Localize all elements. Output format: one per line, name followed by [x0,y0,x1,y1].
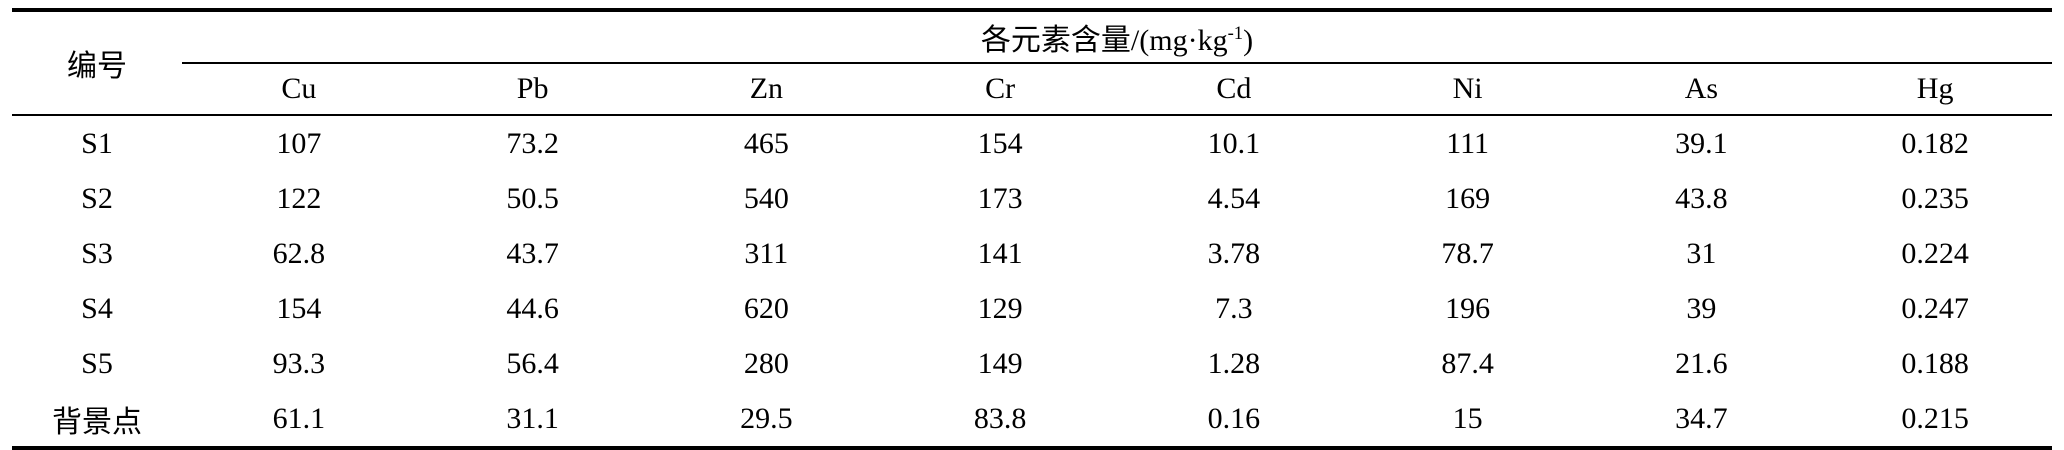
group-column-header: 各元素含量/(mg·kg-1) [182,10,2052,64]
column-header-cr: Cr [883,63,1117,116]
value-cell: 122 [276,181,322,215]
value-cell: 0.188 [1901,346,1969,380]
value-cell: 93.3 [272,346,326,380]
value-cell: 129 [977,291,1023,325]
value-cell: 87.4 [1441,346,1494,380]
column-header-cd: Cd [1117,63,1351,116]
id-column-header: 编号 [12,10,182,116]
value-cell: 39.1 [1675,126,1728,160]
value-cell: 0.247 [1901,291,1969,325]
value-cell: 141 [977,236,1023,270]
table-row-background-point: 背景点 61.1 31.1 29.5 83.8 0.16 15 34.7 0.2… [12,391,2052,448]
value-cell: 107 [276,126,322,160]
group-header-suffix: ) [1243,24,1254,57]
value-cell: 465 [743,126,789,160]
row-id-cell: S3 [81,236,113,270]
value-cell: 73.2 [506,126,559,160]
value-cell: 4.54 [1207,181,1261,215]
value-cell: 10.1 [1207,126,1261,160]
table-row-s3: S3 62.8 43.7 311 141 3.78 78.7 31 0.224 [12,226,2052,281]
id-header-label: 编号 [67,50,127,83]
table-row-s5: S5 93.3 56.4 280 149 1.28 87.4 21.6 0.18… [12,336,2052,391]
value-cell: 31.1 [506,401,559,435]
value-cell: 62.8 [272,236,326,270]
element-content-table: 编号 各元素含量/(mg·kg-1) Cu Pb Zn Cr Cd Ni As … [12,8,2052,450]
value-cell: 1.28 [1207,346,1261,380]
value-cell: 61.1 [272,401,326,435]
column-header-hg: Hg [1818,63,2052,116]
value-cell: 15 [1452,401,1483,435]
value-cell: 154 [977,126,1023,160]
value-cell: 83.8 [973,401,1027,435]
column-header-ni: Ni [1350,63,1585,116]
value-cell: 44.6 [506,291,559,325]
value-cell: 620 [743,291,789,325]
value-cell: 154 [276,291,322,325]
row-id-cell: S2 [81,181,113,215]
column-header-as: As [1584,63,1819,116]
value-cell: 196 [1445,291,1491,325]
table-row-s1: S1 107 73.2 465 154 10.1 111 39.1 0.182 [12,115,2052,171]
value-cell: 173 [977,181,1023,215]
value-cell: 0.215 [1901,401,1969,435]
table-header: 编号 各元素含量/(mg·kg-1) Cu Pb Zn Cr Cd Ni As … [12,10,2052,116]
value-cell: 111 [1446,126,1490,160]
superscript-exponent: -1 [1227,23,1244,44]
value-cell: 0.182 [1901,126,1969,160]
value-cell: 31 [1686,236,1717,270]
group-header-label: 各元素含量/(mg·kg-1) [980,23,1254,57]
value-cell: 0.224 [1901,236,1969,270]
table-body: S1 107 73.2 465 154 10.1 111 39.1 0.182 … [12,115,2052,448]
element-header-row: Cu Pb Zn Cr Cd Ni As Hg [12,63,2052,116]
group-header-prefix: 各元素含量/(mg·kg [980,24,1228,57]
value-cell: 34.7 [1675,401,1728,435]
table-row-s4: S4 154 44.6 620 129 7.3 196 39 0.247 [12,281,2052,336]
value-cell: 39 [1686,291,1717,325]
column-header-pb: Pb [415,63,650,116]
value-cell: 43.8 [1675,181,1728,215]
value-cell: 21.6 [1675,346,1728,380]
value-cell: 149 [977,346,1023,380]
row-id-cell: S4 [81,291,113,325]
value-cell: 3.78 [1207,236,1261,270]
value-cell: 43.7 [506,236,559,270]
value-cell: 540 [743,181,789,215]
column-header-zn: Zn [649,63,884,116]
value-cell: 50.5 [506,181,559,215]
table-row-s2: S2 122 50.5 540 173 4.54 169 43.8 0.235 [12,171,2052,226]
value-cell: 169 [1445,181,1491,215]
row-id-cell: S1 [81,126,113,160]
value-cell: 0.235 [1901,181,1969,215]
value-cell: 56.4 [506,346,559,380]
value-cell: 29.5 [740,401,793,435]
value-cell: 0.16 [1207,401,1261,435]
value-cell: 311 [744,236,789,270]
group-header-row: 编号 各元素含量/(mg·kg-1) [12,10,2052,116]
row-id-cell: 背景点 [52,405,142,439]
value-cell: 7.3 [1215,291,1253,325]
row-id-cell: S5 [81,346,113,380]
value-cell: 280 [743,346,789,380]
value-cell: 78.7 [1441,236,1494,270]
column-header-cu: Cu [182,63,416,116]
